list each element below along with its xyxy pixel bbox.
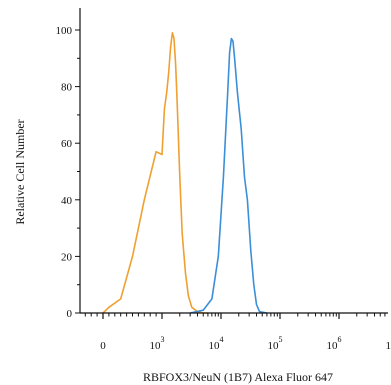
x-tick-label-5: 107 — [386, 335, 391, 352]
series-line-1 — [102, 31, 208, 314]
x-tick-label-0: 0 — [100, 340, 106, 352]
y-tick-label-0: 0 — [67, 308, 73, 320]
y-tick-label-5: 100 — [56, 25, 73, 37]
y-axis-title: Relative Cell Number — [13, 119, 27, 224]
y-ticks: 0 20 40 60 80 100 — [56, 25, 80, 320]
x-tick-label-4: 106 — [327, 335, 342, 352]
y-tick-label-1: 20 — [61, 251, 73, 263]
x-axis-title: RBFOX3/NeuN (1B7) Alexa Fluor 647 — [143, 370, 333, 384]
y-tick-label-3: 60 — [61, 138, 73, 150]
x-tick-label-2: 104 — [209, 335, 224, 352]
x-tick-label-3: 105 — [268, 335, 283, 352]
series-line-2 — [190, 37, 268, 314]
x-ticks: 0 103 104 105 106 107 — [84, 313, 391, 352]
series-layer — [102, 31, 268, 314]
y-tick-label-2: 40 — [61, 195, 73, 207]
x-tick-label-1: 103 — [150, 335, 165, 352]
y-tick-label-4: 80 — [61, 82, 73, 94]
